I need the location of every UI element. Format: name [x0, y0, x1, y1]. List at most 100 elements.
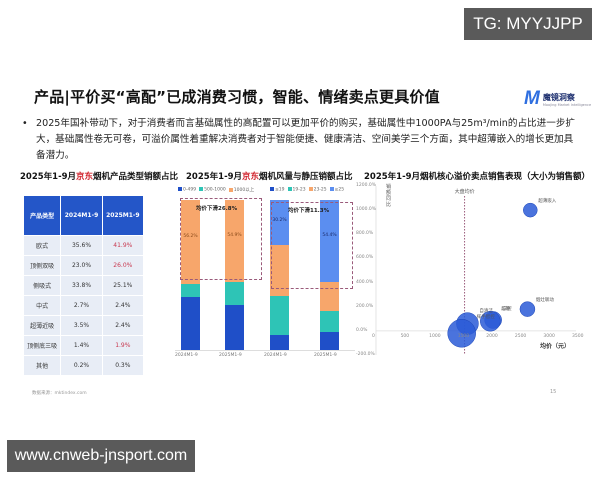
legend-swatch-icon	[287, 187, 292, 191]
table-row: 欧式 35.6% 41.9%	[24, 236, 143, 255]
share-cell: 23.0%	[61, 256, 102, 275]
legend-swatch-icon	[199, 187, 204, 191]
x-axis	[265, 350, 355, 351]
bubble-label: 烟灶联动	[535, 297, 554, 303]
bubble-label: 三腔	[502, 307, 512, 313]
share-cell: 33.8%	[61, 276, 102, 295]
product-type-cell: 侧吸式	[24, 276, 61, 295]
bubble-plot	[375, 186, 576, 355]
bar-segment: 54.9%	[225, 200, 244, 283]
page-title: 产品|平价买“高配”已成消费习惯，智能、情绪卖点更具价值	[34, 88, 440, 106]
legend-item: 0-499	[178, 187, 196, 193]
bar-segment	[181, 284, 200, 298]
y-tick-label: 600.0%	[356, 255, 374, 261]
x-axis-label: 2024M1-9	[264, 353, 287, 358]
y-tick-label: 200.0%	[356, 303, 374, 309]
table-row: 其他 0.2% 0.3%	[24, 356, 143, 375]
bar-segment	[270, 334, 289, 350]
stacked-bar: 56.2%	[181, 200, 200, 350]
share-cell: 41.9%	[102, 236, 143, 255]
legend-swatch-icon	[329, 187, 334, 191]
legend-label: 500-1000	[204, 187, 226, 193]
bubble-point	[480, 310, 501, 332]
chart2-annotation: 均价下滑11.3%	[288, 208, 330, 214]
share-cell: 2.4%	[102, 316, 143, 335]
segment-value: 56.2%	[183, 233, 198, 239]
legend-swatch-icon	[178, 187, 182, 191]
product-type-cell: 中式	[24, 296, 61, 315]
y-tick-label: -200.0%	[356, 352, 375, 357]
product-type-cell: 欧式	[24, 236, 61, 255]
product-type-cell: 超薄近吸	[24, 316, 61, 335]
share-cell: 3.5%	[61, 316, 102, 335]
chart2-legend: ≤19 19-23 23-25 ≥25	[270, 187, 344, 193]
stacked-bar: 30.2%	[270, 200, 289, 350]
bar-segment	[181, 297, 200, 350]
bubble-label: 超静	[501, 307, 511, 313]
share-cell: 25.1%	[102, 276, 143, 295]
bubble-chart-title: 2025年1-9月烟机核心溢价卖点销售表现（大小为销售额）	[364, 172, 591, 182]
bar-segment: 54.4%	[320, 200, 339, 282]
legend-label: 1000以上	[233, 188, 255, 193]
bubble-label: 自清洁	[479, 308, 493, 314]
segment-value: 30.2%	[272, 218, 287, 224]
legend-label: 19-23	[292, 187, 306, 193]
chart1-legend: 0-499 500-1000 1000以上	[178, 187, 254, 193]
y-axis-title: 销额同比	[386, 184, 392, 208]
chart1-annotation: 均价下滑26.8%	[196, 206, 238, 212]
bubble-point	[523, 202, 538, 218]
legend-swatch-icon	[308, 187, 313, 191]
segment-value: 54.9%	[227, 232, 242, 238]
bar-segment	[270, 295, 289, 335]
legend-label: 0-499	[183, 187, 197, 193]
y-tick-label: 800.0%	[356, 231, 374, 237]
legend-item: ≥25	[329, 187, 345, 193]
x-tick-label: 1500	[457, 333, 470, 339]
legend-label: ≥25	[334, 187, 345, 193]
x-axis-label: 2025M1-9	[314, 353, 337, 358]
legend-item: 500-1000	[199, 187, 226, 193]
legend-label: ≤19	[275, 187, 285, 193]
legend-swatch-icon	[270, 187, 274, 191]
x-tick-label: 500	[400, 333, 410, 339]
legend-swatch-icon	[228, 187, 233, 192]
airflow-stacked-chart: 56.2% 2024M1-9 54.9% 2025M1-9	[175, 200, 265, 358]
bar-segment	[320, 331, 339, 350]
reference-line-label: 大盘均价	[454, 189, 475, 195]
y-tick-label: 1000.0%	[356, 207, 377, 213]
share-cell: 1.9%	[102, 336, 143, 355]
y-tick-label: 0.0%	[356, 327, 368, 333]
x-axis	[175, 350, 265, 351]
legend-item: 1000以上	[228, 187, 255, 193]
x-tick-label: 2000	[486, 333, 498, 339]
legend-item: 19-23	[287, 187, 306, 193]
bubble-point	[519, 301, 536, 317]
bar-segment	[270, 245, 289, 296]
product-type-table: 产品类型 2024M1-9 2025M1-9 欧式 35.6% 41.9% 顶侧双吸 2…	[23, 195, 144, 376]
bubble-point	[447, 319, 476, 348]
logo-m-icon: M	[524, 88, 540, 109]
brand-logo: M 魔镜洞察 Moojing Market Intelligence	[524, 88, 591, 110]
bar-segment: 56.2%	[181, 200, 200, 285]
table-title: 2025年1-9月京东烟机产品类型销额占比	[20, 172, 179, 182]
chart1-highlight-box	[180, 198, 262, 280]
share-cell: 35.6%	[61, 236, 102, 255]
x-axis-label: 2025M1-9	[219, 353, 242, 358]
logo-subtitle: Moojing Market Intelligence	[542, 102, 592, 107]
table-row: 侧吸式 33.8% 25.1%	[24, 276, 143, 295]
data-source: 数据来源：mktindex.com	[32, 391, 87, 396]
product-type-cell: 顶侧双吸	[24, 256, 61, 275]
y-tick-label: 400.0%	[356, 279, 374, 285]
product-type-cell: 其他	[24, 356, 61, 375]
summary-bullet: • 2025年国补带动下，对于消费者而言基础属性的高配置可以更加平价的购买，基础…	[22, 116, 582, 164]
x-axis-title: 均价（元）	[540, 342, 571, 350]
share-cell: 26.0%	[102, 256, 143, 275]
bullet-icon: •	[22, 118, 28, 129]
x-tick-label: 0	[372, 333, 375, 339]
summary-text: 2025年国补带动下，对于消费者而言基础属性的高配置可以更加平价的购买，基础属性…	[36, 118, 576, 161]
share-cell: 2.7%	[61, 296, 102, 315]
share-cell: 1.4%	[61, 336, 102, 355]
share-cell: 0.3%	[102, 356, 143, 375]
stacked-bar: 54.9%	[225, 200, 244, 350]
page-number: 15	[550, 389, 557, 395]
